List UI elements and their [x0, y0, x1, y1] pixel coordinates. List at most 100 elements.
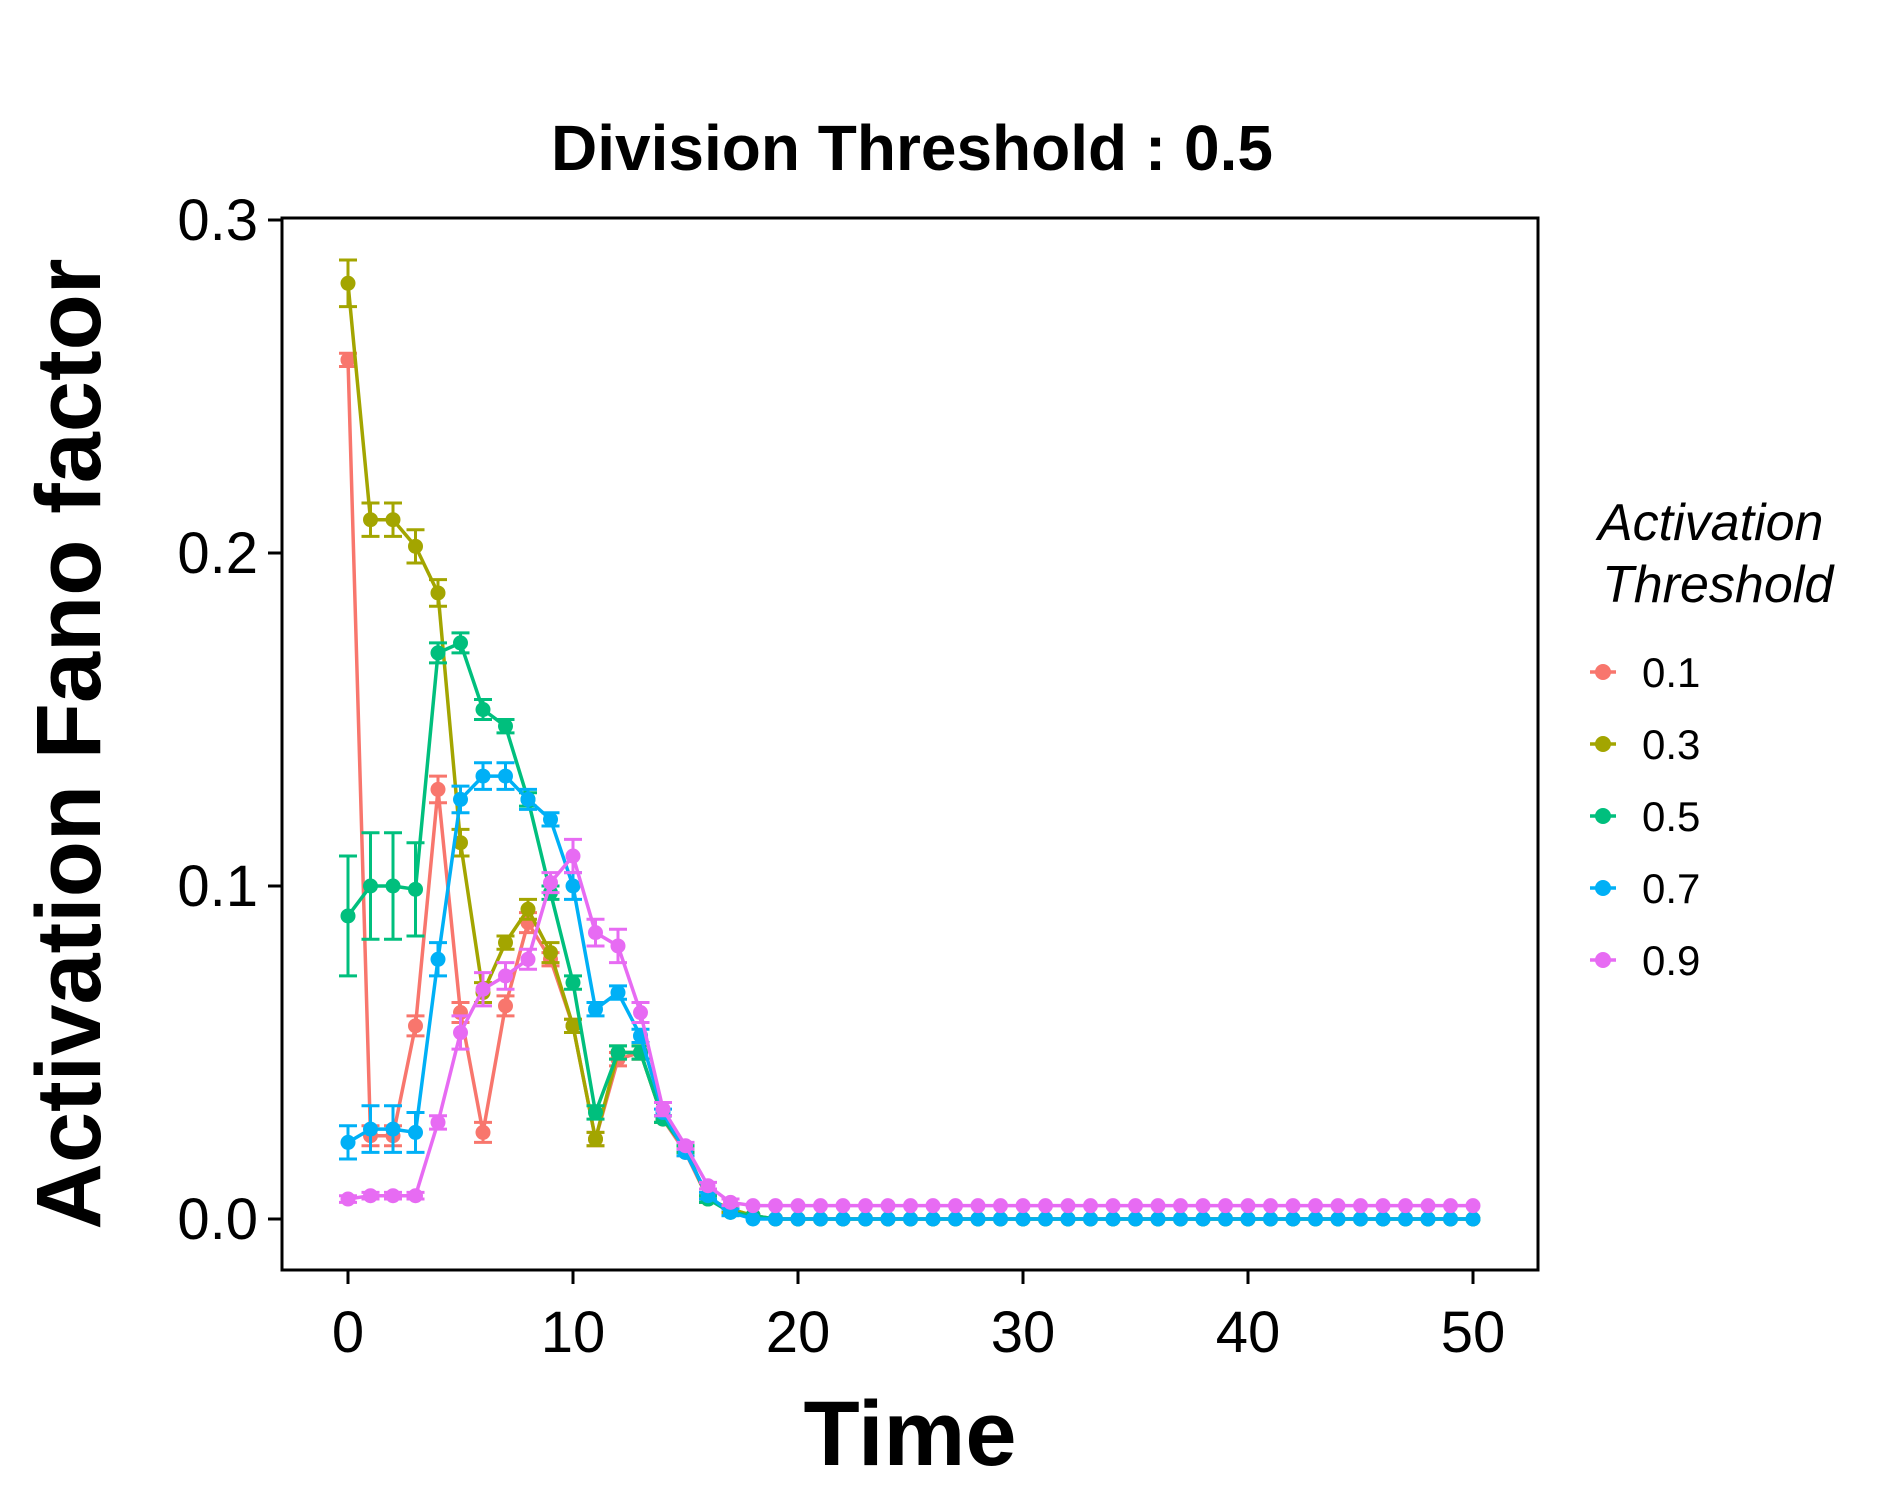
legend-label: 0.5	[1642, 793, 1700, 840]
data-point	[1375, 1198, 1391, 1214]
data-point	[475, 768, 491, 784]
data-point	[588, 1131, 603, 1147]
data-point	[813, 1211, 828, 1227]
data-point	[408, 1018, 423, 1034]
data-point	[678, 1138, 693, 1154]
data-point	[543, 875, 558, 891]
data-point	[1218, 1198, 1233, 1214]
data-point	[453, 1025, 468, 1041]
data-point	[363, 512, 378, 528]
legend-key-point	[1595, 808, 1611, 824]
y-axis: 0.0 0.1 0.2 0.3	[177, 188, 282, 1252]
data-point	[723, 1194, 738, 1210]
data-point	[1465, 1211, 1481, 1227]
data-point	[1218, 1211, 1233, 1227]
data-point	[1173, 1211, 1188, 1227]
data-point	[1263, 1198, 1278, 1214]
data-point	[1060, 1211, 1076, 1227]
legend-item-0.9: 0.9	[1590, 937, 1700, 984]
data-point	[430, 1114, 446, 1130]
data-point	[475, 702, 491, 718]
data-point	[1443, 1211, 1458, 1227]
data-point	[903, 1198, 918, 1214]
data-point	[1150, 1211, 1166, 1227]
data-point	[408, 1188, 423, 1204]
data-point	[1375, 1211, 1391, 1227]
data-point	[1420, 1211, 1436, 1227]
data-point	[498, 968, 513, 984]
data-point	[1308, 1198, 1323, 1214]
data-point	[408, 538, 423, 554]
data-point	[880, 1211, 896, 1227]
data-point	[475, 981, 491, 997]
data-point	[340, 352, 356, 368]
x-tick-label: 30	[991, 1300, 1056, 1365]
legend-title-line2: Threshold	[1602, 556, 1835, 614]
data-point	[925, 1211, 941, 1227]
data-point	[363, 1188, 378, 1204]
legend-item-0.1: 0.1	[1590, 649, 1700, 696]
data-point	[1060, 1198, 1076, 1214]
data-point	[520, 791, 536, 807]
data-point	[385, 512, 401, 528]
legend-key-point	[1595, 880, 1611, 896]
data-point	[1015, 1211, 1031, 1227]
data-point	[430, 951, 446, 967]
data-point	[1240, 1198, 1256, 1214]
data-point	[1150, 1198, 1166, 1214]
x-axis-title: Time	[803, 1383, 1016, 1485]
data-point	[340, 1134, 356, 1150]
data-point	[475, 1124, 491, 1140]
data-point	[790, 1211, 806, 1227]
data-point	[543, 945, 558, 961]
data-point	[948, 1211, 963, 1227]
x-tick-label: 0	[332, 1300, 364, 1365]
data-point	[948, 1198, 963, 1214]
y-tick-label: 0.1	[177, 854, 258, 919]
data-point	[565, 1018, 581, 1034]
x-tick-label: 40	[1216, 1300, 1281, 1365]
data-point	[520, 901, 536, 917]
data-point	[1330, 1211, 1346, 1227]
data-point	[700, 1178, 716, 1194]
data-point	[1128, 1211, 1143, 1227]
data-point	[655, 1101, 671, 1117]
data-point	[1308, 1211, 1323, 1227]
legend-key-point	[1595, 952, 1611, 968]
legend-label: 0.1	[1642, 649, 1700, 696]
data-point	[903, 1211, 918, 1227]
data-point	[385, 1188, 401, 1204]
series-line	[347, 854, 1473, 1208]
data-point	[498, 768, 513, 784]
data-point	[565, 878, 581, 894]
data-point	[813, 1198, 828, 1214]
data-point	[430, 645, 446, 661]
y-tick-label: 0.0	[177, 1187, 258, 1252]
series-line	[346, 641, 1473, 1221]
data-point	[993, 1198, 1008, 1214]
data-point	[858, 1211, 873, 1227]
legend-item-0.7: 0.7	[1590, 865, 1700, 912]
data-point	[835, 1198, 851, 1214]
y-axis-title: Activation Fano factor	[18, 258, 120, 1229]
data-point	[1195, 1211, 1211, 1227]
data-point	[1330, 1198, 1346, 1214]
legend-label: 0.3	[1642, 721, 1700, 768]
data-point	[1465, 1198, 1481, 1214]
data-point	[1105, 1198, 1121, 1214]
data-point	[1173, 1198, 1188, 1214]
data-point	[565, 975, 581, 991]
data-point	[633, 1005, 648, 1021]
legend-items: 0.1 0.3 0.5 0.7 0.9	[1590, 649, 1700, 984]
data-point	[340, 275, 356, 291]
data-point	[925, 1198, 941, 1214]
y-tick-label: 0.3	[177, 188, 258, 253]
data-point	[858, 1198, 873, 1214]
data-point	[768, 1211, 783, 1227]
data-point	[1398, 1211, 1413, 1227]
data-point	[993, 1211, 1008, 1227]
data-point	[1398, 1198, 1413, 1214]
data-point	[543, 811, 558, 827]
legend-label: 0.9	[1642, 937, 1700, 984]
